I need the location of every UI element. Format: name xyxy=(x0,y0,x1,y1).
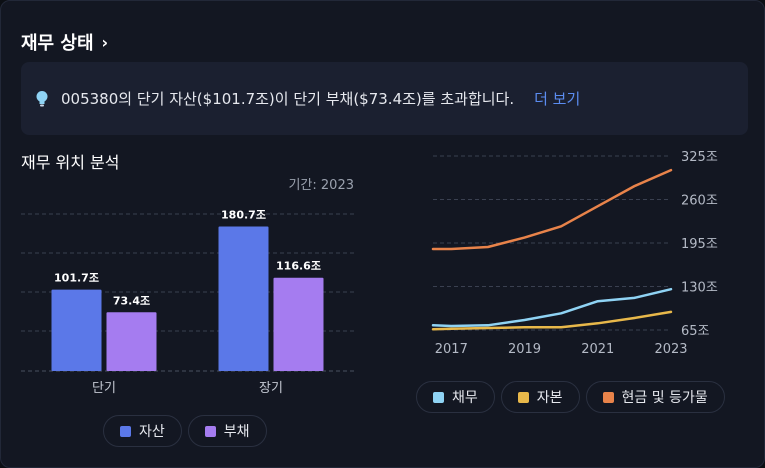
legend-label: 자본 xyxy=(536,390,563,406)
y-tick-label: 65조 xyxy=(681,324,710,339)
y-tick-label: 325조 xyxy=(681,150,718,165)
section-title-text: 재무 상태 xyxy=(21,33,94,54)
legend-swatch xyxy=(433,391,444,403)
y-tick-label: 130조 xyxy=(681,281,718,296)
period-label: 기간: 2023 xyxy=(288,178,354,193)
see-more-link[interactable]: 더 보기 xyxy=(534,90,581,108)
position-analysis-title: 재무 위치 분석 xyxy=(21,153,120,172)
bar xyxy=(51,289,102,371)
bar-value-label: 73.4조 xyxy=(113,294,150,307)
series-line xyxy=(431,168,673,251)
legend-swatch xyxy=(204,425,216,437)
legend-item-debt[interactable]: 채무 xyxy=(416,381,495,413)
insight-text: 005380의 단기 자산($101.7조)이 단기 부채($73.4조)를 초… xyxy=(61,90,515,108)
legend-swatch xyxy=(602,391,614,403)
bar-chart-legend: 자산 부채 xyxy=(103,415,267,447)
legend-item-liabilities[interactable]: 부채 xyxy=(187,415,267,447)
x-tick-label: 단기 xyxy=(92,381,116,396)
legend-label: 현금 및 등가물 xyxy=(621,390,708,406)
legend-item-cash[interactable]: 현금 및 등가물 xyxy=(585,381,725,413)
bar xyxy=(106,312,157,371)
y-tick-label: 195조 xyxy=(681,237,718,252)
x-tick-label: 2019 xyxy=(508,342,541,357)
legend-swatch xyxy=(517,391,529,403)
series-line xyxy=(431,287,673,328)
y-tick-label: 260조 xyxy=(681,194,718,209)
bar xyxy=(218,226,269,371)
legend-label: 채무 xyxy=(452,390,478,406)
legend-label: 자산 xyxy=(139,424,165,440)
history-line-chart: 65조 130조 195조 260조 325조 2017 2019 2021 2023 xyxy=(431,150,718,357)
legend-label: 부채 xyxy=(223,424,250,440)
x-tick-label: 장기 xyxy=(259,381,283,396)
bar xyxy=(273,277,324,371)
x-tick-label: 2021 xyxy=(581,342,614,357)
line-chart-legend: 채무 자본 현금 및 등가물 xyxy=(416,381,725,413)
bar-value-label: 116.6조 xyxy=(276,260,321,273)
legend-swatch xyxy=(120,425,131,437)
bar-value-label: 101.7조 xyxy=(54,272,99,285)
legend-item-assets[interactable]: 자산 xyxy=(103,415,182,447)
bar-value-label: 180.7조 xyxy=(221,208,266,221)
lightbulb-icon xyxy=(36,90,48,106)
insight-banner: 005380의 단기 자산($101.7조)이 단기 부채($73.4조)를 초… xyxy=(21,62,748,135)
x-tick-label: 2017 xyxy=(435,342,468,357)
legend-item-equity[interactable]: 자본 xyxy=(500,381,580,413)
section-title-link[interactable]: 재무 상태 › xyxy=(21,29,108,55)
x-tick-label: 2023 xyxy=(654,342,687,357)
chevron-right-icon: › xyxy=(101,32,109,52)
series-line xyxy=(431,310,673,331)
